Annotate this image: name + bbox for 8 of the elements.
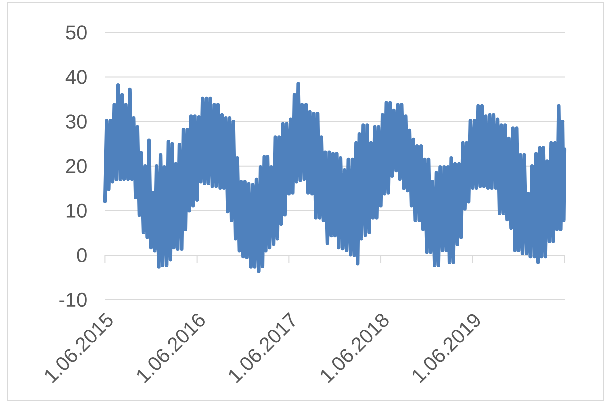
y-tick-label: 30 [66,114,87,129]
y-tick-label: 50 [66,26,87,40]
line-series [103,82,567,274]
y-tick-label: 40 [66,70,87,84]
y-tick-label: 0 [77,248,87,263]
y-tick-label: 20 [66,159,87,174]
y-tick-label: 10 [66,204,87,218]
y-tick-label: -10 [60,292,87,308]
